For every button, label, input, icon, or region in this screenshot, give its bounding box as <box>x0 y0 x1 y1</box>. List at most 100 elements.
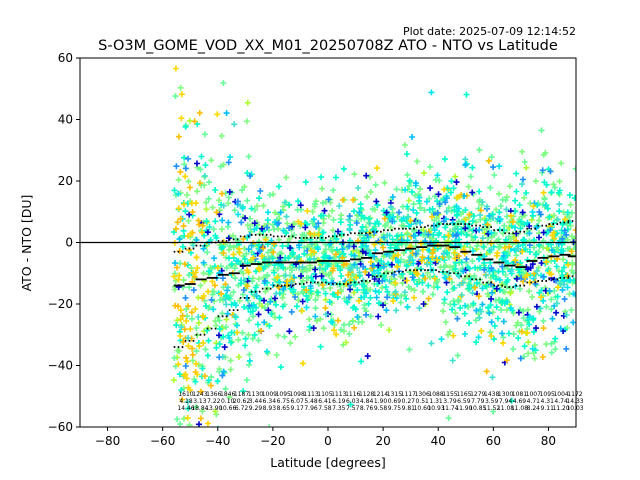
y-tick-label: 60 <box>58 51 73 65</box>
x-tick-label: 40 <box>431 434 446 448</box>
bin-annotation: 0.51 <box>415 398 429 405</box>
bin-annotation: 1113 <box>331 391 346 398</box>
bin-annotation: 14.33 <box>566 398 583 405</box>
bin-annotation: 13.90 <box>205 405 222 412</box>
bin-annotation: 10.66 <box>219 405 236 412</box>
bin-annotation: 10.93 <box>427 405 444 412</box>
bin-annotation: 7.79 <box>471 398 485 405</box>
bin-annotation: 1004 <box>553 391 568 398</box>
y-axis: −60 −40 −20 0 20 40 60 <box>48 51 80 434</box>
plot-date: Plot date: 2025-07-09 12:14:52 <box>403 25 576 38</box>
x-tick-label: −40 <box>205 434 230 448</box>
y-tick-label: 20 <box>58 174 73 188</box>
bin-annotation: 8.76 <box>360 405 374 412</box>
bin-annotation: 3.13 <box>193 398 207 405</box>
bin-annotation: 1315 <box>387 391 402 398</box>
bin-annotation: 9.17 <box>290 405 304 412</box>
bin-annotation: 10.85 <box>469 405 486 412</box>
bin-annotation: 6.59 <box>457 398 471 405</box>
bin-annotation: 9.81 <box>402 405 416 412</box>
x-tick-label: −60 <box>150 434 175 448</box>
y-axis-label: ATO - NTO [DU] <box>19 195 34 292</box>
scatter-points <box>178 121 570 405</box>
bin-annotation: 1610 <box>178 391 193 398</box>
bin-annotation: 10.60 <box>414 405 431 412</box>
bin-annotation: 1130 <box>248 391 263 398</box>
x-tick-label: 60 <box>486 434 501 448</box>
y-tick-label: −40 <box>48 359 73 373</box>
bin-annotation: 1081 <box>512 391 527 398</box>
bin-annotation: 1007 <box>526 391 541 398</box>
bin-annotation: 18.84 <box>191 405 208 412</box>
bin-annotation: 4.84 <box>360 398 374 405</box>
bin-annotation: 1187 <box>234 391 249 398</box>
bin-annotation: 7.22 <box>207 398 221 405</box>
x-tick-label: −20 <box>260 434 285 448</box>
bin-annotation: 1105 <box>317 391 332 398</box>
scatter-points <box>173 155 570 379</box>
bin-annotation: 9.58 <box>374 405 388 412</box>
bin-annotation: 4.71 <box>527 398 541 405</box>
y-tick-label: −60 <box>48 420 73 434</box>
plot-area: 1610124313661846118711301009109510981113… <box>79 57 584 428</box>
bin-annotation: 3.44 <box>249 398 263 405</box>
bin-annotation: 1165 <box>456 391 471 398</box>
bin-annotation: 5.48 <box>304 398 318 405</box>
bin-annotation: 1243 <box>192 391 207 398</box>
scatter-points <box>175 160 576 427</box>
bin-annotation: 11.20 <box>553 405 570 412</box>
bin-annotation: 0.10 <box>221 398 235 405</box>
bin-annotation: 9.29 <box>249 405 263 412</box>
bin-annotation: 1095 <box>540 391 555 398</box>
bin-annotation: 11.74 <box>441 405 458 412</box>
y-tick-label: 0 <box>65 236 73 250</box>
x-axis-label: Latitude [degrees] <box>270 455 386 470</box>
bin-annotation: 7.94 <box>499 398 513 405</box>
bin-annotation: 0.69 <box>388 398 402 405</box>
bin-annotation: 7.58 <box>318 405 332 412</box>
bin-annotation: 1.90 <box>374 398 388 405</box>
bin-annotation: 6.19 <box>332 398 346 405</box>
bin-annotation: 4.31 <box>541 398 555 405</box>
bin-markers <box>173 220 576 348</box>
y-tick-label: 40 <box>58 113 73 127</box>
x-tick-label: 0 <box>324 434 332 448</box>
bin-annotation: 1.31 <box>429 398 443 405</box>
scatter-points <box>172 110 576 427</box>
x-tick-label: 20 <box>375 434 390 448</box>
bin-annotation: 1306 <box>415 391 430 398</box>
bin-annotation: 1279 <box>470 391 485 398</box>
bin-annotation: 1214 <box>373 391 388 398</box>
bin-annotation: 1095 <box>276 391 291 398</box>
bin-annotation: 10.03 <box>566 405 583 412</box>
bin-annotations: 1610124313661846118711301009109510981113… <box>177 391 583 412</box>
bin-annotation: 1366 <box>206 391 221 398</box>
bin-annotation: 4.74 <box>554 398 568 405</box>
scatter-cloud <box>170 65 576 427</box>
bin-annotation: 6.34 <box>263 398 277 405</box>
bin-annotation: 11.08 <box>511 405 528 412</box>
bin-annotation: 20.62 <box>233 398 250 405</box>
y-tick-label: −20 <box>48 297 73 311</box>
chart-title: S-O3M_GOME_VOD_XX_M01_20250708Z ATO - NT… <box>98 38 558 54</box>
bin-annotation: 11.90 <box>455 405 472 412</box>
bin-annotation: 8.93 <box>263 405 277 412</box>
bin-annotation: 1155 <box>442 391 457 398</box>
bin-annotation: 9.75 <box>388 405 402 412</box>
bin-annotation: 1172 <box>567 391 582 398</box>
bin-annotation: 3.79 <box>443 398 457 405</box>
bin-annotation: 6.07 <box>290 398 304 405</box>
bin-annotation: 1088 <box>428 391 443 398</box>
bin-annotation: 8.24 <box>527 405 541 412</box>
bin-annotation: 0.27 <box>402 398 416 405</box>
bin-annotation: 11.08 <box>497 405 514 412</box>
bin-annotation: 1128 <box>359 391 374 398</box>
bin-annotation: 1113 <box>303 391 318 398</box>
bin-annotation: 6.41 <box>318 398 332 405</box>
bin-annotation: 1117 <box>401 391 416 398</box>
bin-annotation: 1846 <box>220 391 235 398</box>
bin-annotation: 6.75 <box>277 398 291 405</box>
bin-annotation: 1300 <box>498 391 513 398</box>
bin-annotation: 11.52 <box>483 405 500 412</box>
